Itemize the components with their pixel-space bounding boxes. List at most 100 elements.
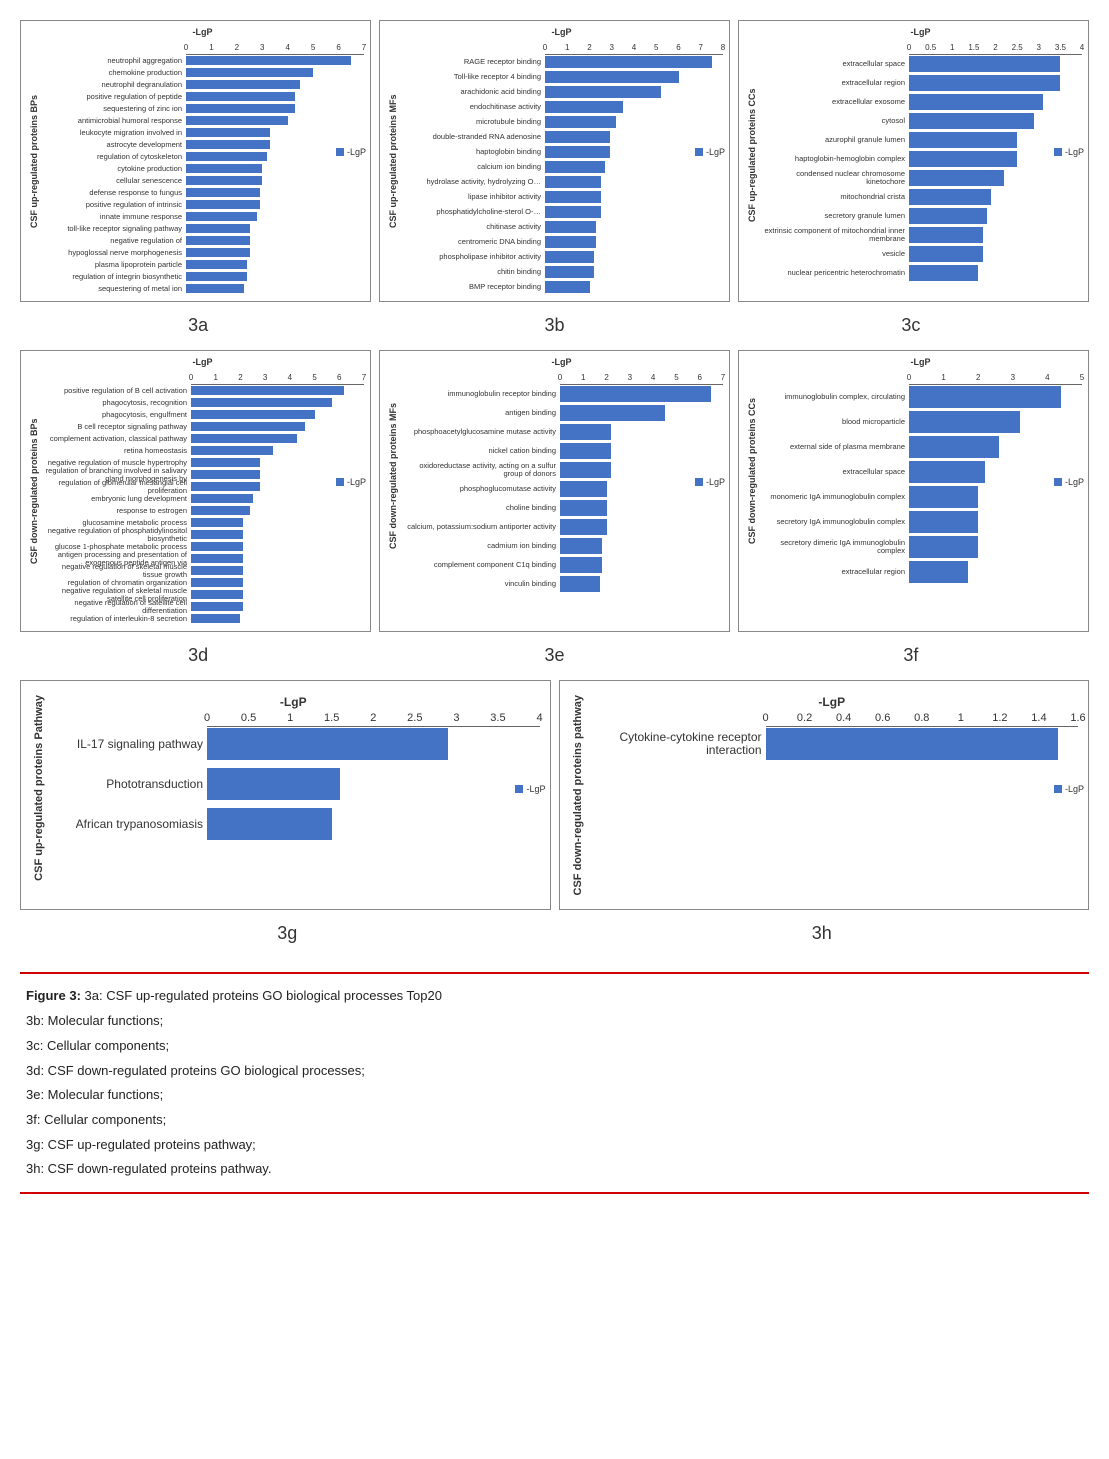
bar-fill (191, 518, 243, 527)
bar-label: toll-like receptor signaling pathway (41, 225, 186, 233)
axis-tick: 0 (543, 43, 547, 52)
legend: -LgP (336, 147, 366, 157)
bar-fill (545, 101, 623, 113)
axis-tick: 3 (1011, 373, 1015, 382)
bar-fill (191, 458, 260, 467)
x-axis: 00.511.522.533.54 (909, 39, 1082, 55)
label-3f: 3f (733, 645, 1089, 666)
axis-tick: 2 (993, 43, 997, 52)
axis-tick: 0.5 (925, 43, 936, 52)
axis-tick: 2 (587, 43, 591, 52)
bar-label: cytokine production (41, 165, 186, 173)
bar-label: azurophil granule lumen (759, 136, 909, 144)
bar-row: calcium ion binding (400, 160, 723, 174)
bar-label: sequestering of zinc ion (41, 105, 186, 113)
bar-fill (909, 227, 983, 243)
legend: -LgP (695, 477, 725, 487)
axis-tick: 2.5 (407, 712, 422, 724)
bar-row: neutrophil degranulation (41, 79, 364, 90)
axis-tick: 2.5 (1012, 43, 1023, 52)
bar-row: leukocyte migration involved in (41, 127, 364, 138)
bar-label: immunoglobulin receptor binding (400, 390, 560, 398)
vertical-axis-label: CSF up-regulated proteins MFs (386, 27, 400, 295)
bar-row: negative regulation of satellite cell di… (41, 601, 364, 612)
bar-label: cadmium ion binding (400, 542, 560, 550)
bar-row: negative regulation of (41, 235, 364, 246)
bar-label: neutrophil aggregation (41, 57, 186, 65)
bar-fill (191, 386, 344, 395)
bar-row: phosphoglucomutase activity (400, 480, 723, 498)
bar-label: antimicrobial humoral response (41, 117, 186, 125)
bar-label: calcium, potassium:sodium antiporter act… (400, 523, 560, 531)
axis-tick: 0.6 (875, 712, 890, 724)
bar-fill (545, 176, 601, 188)
bar-row: phagocytosis, engulfment (41, 409, 364, 420)
bar-fill (560, 557, 602, 573)
axis-tick: 7 (362, 43, 366, 52)
bar-fill (560, 443, 611, 459)
bar-label: lipase inhibitor activity (400, 193, 545, 201)
bar-row: RAGE receptor binding (400, 55, 723, 69)
bar-row: innate immune response (41, 211, 364, 222)
bar-fill (207, 728, 448, 760)
vertical-axis-label: CSF down-regulated proteins MFs (386, 357, 400, 594)
legend: -LgP (1054, 147, 1084, 157)
panel-3d: CSF down-regulated proteins BPs-LgP01234… (20, 350, 371, 632)
bar-fill (545, 251, 594, 263)
bar-label: chitinase activity (400, 223, 545, 231)
vertical-axis-label: CSF up-regulated proteins BPs (27, 27, 41, 295)
axis-tick: 1 (565, 43, 569, 52)
chart-title: -LgP (586, 695, 1079, 709)
bar-row: phospholipase inhibitor activity (400, 250, 723, 264)
labels-row-3: 3g 3h (20, 915, 1089, 958)
bar-fill (560, 519, 607, 535)
bar-row: extracellular space (759, 460, 1082, 484)
labels-row-2: 3d 3e 3f (20, 637, 1089, 680)
bar-fill (191, 410, 315, 419)
axis-tick: 0 (184, 43, 188, 52)
bar-row: immunoglobulin complex, circulating (759, 385, 1082, 409)
bar-label: neutrophil degranulation (41, 81, 186, 89)
bar-row: negative regulation of skeletal muscle t… (41, 565, 364, 576)
bar-label: hydrolase activity, hydrolyzing O… (400, 178, 545, 186)
figure-caption: Figure 3: 3a: CSF up-regulated proteins … (20, 972, 1089, 1194)
bar-fill (766, 728, 1059, 760)
axis-tick: 6 (337, 373, 341, 382)
bar-fill (909, 246, 983, 262)
bar-row: toll-like receptor signaling pathway (41, 223, 364, 234)
bar-row: positive regulation of B cell activation (41, 385, 364, 396)
bar-label: regulation of integrin biosynthetic (41, 273, 186, 281)
bar-fill (545, 146, 610, 158)
bar-label: phosphoglucomutase activity (400, 485, 560, 493)
axis-tick: 0 (204, 712, 210, 724)
axis-tick: 6 (676, 43, 680, 52)
bar-fill (545, 161, 605, 173)
bar-fill (560, 576, 600, 592)
bar-row: plasma lipoprotein particle (41, 259, 364, 270)
bar-fill (909, 132, 1017, 148)
caption-a: 3a: CSF up-regulated proteins GO biologi… (81, 988, 442, 1003)
bar-label: response to estrogen (41, 507, 191, 515)
axis-tick: 1.2 (992, 712, 1007, 724)
bar-fill (909, 386, 1061, 408)
bar-row: blood microparticle (759, 410, 1082, 434)
bar-label: positive regulation of intrinsic (41, 201, 186, 209)
axis-tick: 2 (370, 712, 376, 724)
bar-row: centromeric DNA binding (400, 235, 723, 249)
bar-label: cellular senescence (41, 177, 186, 185)
bar-label: leukocyte migration involved in (41, 129, 186, 137)
bar-fill (186, 212, 257, 221)
axis-tick: 2 (976, 373, 980, 382)
axis-tick: 1 (941, 373, 945, 382)
chart-title: -LgP (400, 27, 723, 37)
bar-fill (909, 561, 968, 583)
bar-fill (545, 71, 679, 83)
axis-tick: 1.6 (1070, 712, 1085, 724)
bar-row: secretory IgA immunoglobulin complex (759, 510, 1082, 534)
bar-row: positive regulation of peptide (41, 91, 364, 102)
bar-label: negative regulation of (41, 237, 186, 245)
bar-label: regulation of glomerular mesangial cell … (41, 479, 191, 495)
bar-label: extracellular space (759, 60, 909, 68)
x-axis: 01234567 (186, 39, 364, 55)
bar-label: secretory IgA immunoglobulin complex (759, 518, 909, 526)
